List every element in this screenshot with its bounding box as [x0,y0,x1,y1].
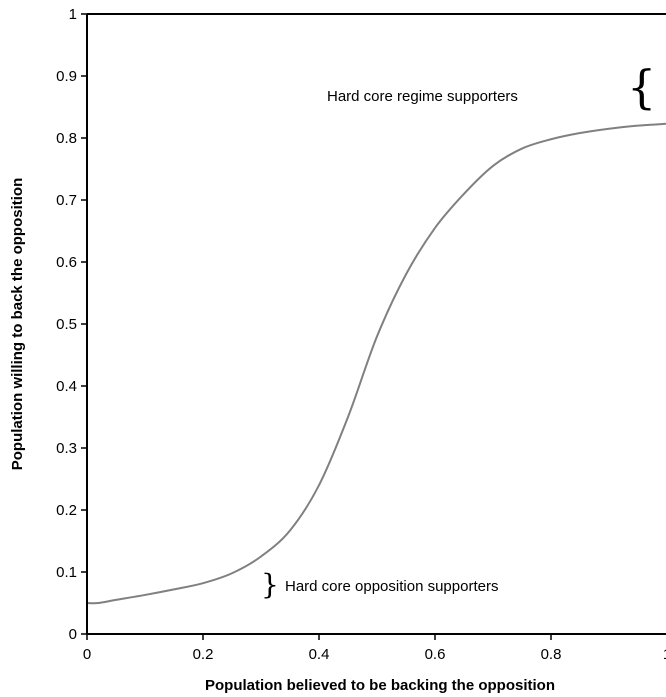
x-tick-label: 0.4 [309,646,330,663]
series-line [86,122,666,605]
y-tick-label: 0.7 [56,192,77,209]
y-tick-label: 0.3 [56,440,77,457]
x-tick-label: 0 [83,646,91,663]
x-tick-label: 0.8 [541,646,562,663]
y-tick-label: 0.5 [56,316,77,333]
y-tick-label: 0.8 [56,130,77,147]
y-axis-title: Population willing to back the oppositio… [9,178,26,471]
annotation-regime-supporters: Hard core regime supporters [327,88,518,105]
x-axis-ticks: 0 0.2 0.4 0.6 0.8 1 [83,634,666,663]
y-tick-label: 0.2 [56,502,77,519]
x-tick-label: 0.2 [193,646,214,663]
y-axis-ticks: 0 0.1 0.2 0.3 0.4 0.5 0.6 0.7 0.8 0.9 1 [56,6,87,643]
y-tick-label: 1 [69,6,77,23]
annotation-opposition-supporters: Hard core opposition supporters [285,578,498,595]
y-tick-label: 0.1 [56,564,77,581]
annotation-regime-brace: { [627,60,656,114]
y-tick-label: 0.6 [56,254,77,271]
x-tick-label: 1 [663,646,666,663]
x-tick-label: 0.6 [425,646,446,663]
x-axis-title: Population believed to be backing the op… [205,677,555,694]
y-tick-label: 0.9 [56,68,77,85]
y-tick-label: 0.4 [56,378,77,395]
y-tick-label: 0 [69,626,77,643]
annotation-opposition-brace: } [261,568,279,601]
